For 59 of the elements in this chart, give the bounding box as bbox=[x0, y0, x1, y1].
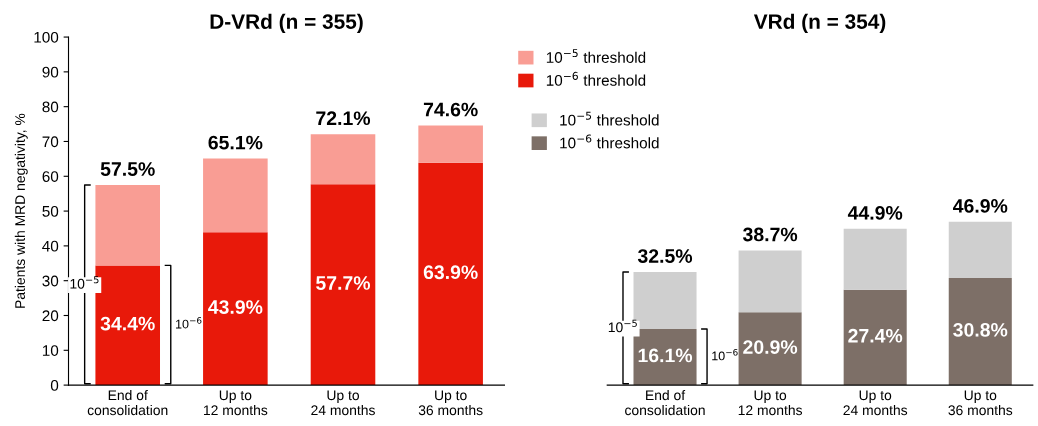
bar bbox=[843, 289, 907, 386]
legend-label: 10$^{−5}$ threshold bbox=[560, 111, 659, 126]
bar bbox=[738, 250, 802, 313]
x-tick-label: Up to 36 months bbox=[418, 390, 483, 416]
data-label: 34.4% bbox=[100, 316, 155, 331]
y-tick-label: 80 bbox=[42, 101, 59, 113]
legend-label: 10$^{−6}$ threshold bbox=[560, 134, 659, 149]
total-label: 72.1% bbox=[316, 111, 371, 126]
annotation: 10$^{−6}$ bbox=[712, 348, 738, 361]
total-label: 32.5% bbox=[637, 249, 693, 263]
bar bbox=[738, 312, 802, 386]
bar bbox=[203, 232, 268, 386]
chart-title: VRd (n = 354) bbox=[753, 13, 886, 34]
bar bbox=[948, 277, 1012, 386]
bar bbox=[418, 125, 483, 163]
x-tick-label: Up to 36 months bbox=[948, 390, 1013, 416]
total-label: 46.9% bbox=[953, 199, 1008, 213]
y-tick-label: 70 bbox=[42, 136, 59, 148]
data-label: 63.9% bbox=[423, 265, 478, 280]
x-tick-label: Up to 12 months bbox=[738, 390, 803, 416]
y-axis-title: Patients with MRD negativity, % bbox=[14, 113, 28, 308]
annotation: 10$^{−5}$ bbox=[70, 276, 99, 289]
bar bbox=[310, 184, 376, 386]
bar bbox=[418, 162, 483, 386]
x-tick-label: Up to 24 months bbox=[311, 390, 375, 416]
x-tick-label: End of consolidation bbox=[625, 389, 705, 416]
total-label: 57.5% bbox=[100, 162, 155, 176]
y-tick-label: 100 bbox=[34, 31, 59, 43]
x-tick-label: Up to 12 months bbox=[203, 390, 268, 416]
data-label: 27.4% bbox=[848, 328, 903, 343]
data-label: 30.8% bbox=[953, 322, 1008, 337]
bar bbox=[310, 134, 376, 185]
y-tick-label: 90 bbox=[42, 66, 59, 78]
bar bbox=[203, 158, 268, 233]
data-label: 20.9% bbox=[743, 340, 798, 354]
x-tick-label: End of consolidation bbox=[87, 389, 168, 416]
bar bbox=[843, 228, 907, 290]
y-tick-label: 0 bbox=[50, 379, 59, 391]
y-tick-label: 50 bbox=[42, 205, 59, 217]
y-tick-label: 20 bbox=[42, 310, 59, 322]
total-label: 74.6% bbox=[423, 102, 478, 117]
y-tick-label: 60 bbox=[42, 171, 59, 182]
bar bbox=[95, 184, 161, 266]
legend-label: 10$^{−6}$ threshold bbox=[546, 71, 646, 86]
chart-title: D-VRd (n = 355) bbox=[210, 13, 363, 34]
total-label: 38.7% bbox=[742, 227, 798, 242]
total-label: 65.1% bbox=[208, 135, 263, 150]
bar bbox=[948, 221, 1012, 278]
total-label: 44.9% bbox=[847, 206, 903, 220]
y-tick-label: 10 bbox=[42, 345, 59, 356]
x-tick-label: Up to 24 months bbox=[843, 390, 908, 416]
data-label: 16.1% bbox=[638, 348, 693, 363]
y-tick-label: 30 bbox=[42, 275, 59, 287]
annotation: 10$^{−5}$ bbox=[608, 319, 637, 333]
annotation: 10$^{−6}$ bbox=[176, 317, 202, 329]
data-label: 57.7% bbox=[316, 276, 371, 290]
data-label: 43.9% bbox=[208, 300, 263, 314]
y-tick-label: 40 bbox=[42, 240, 59, 252]
legend-label: 10$^{−5}$ threshold bbox=[546, 49, 646, 63]
